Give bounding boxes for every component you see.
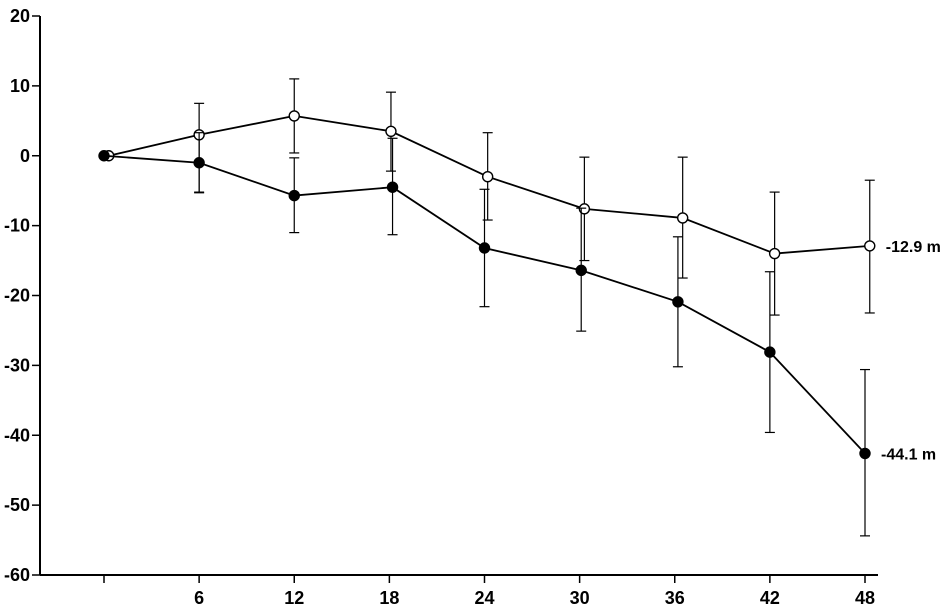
y-tick-label: -40 — [4, 425, 30, 445]
data-point — [672, 296, 684, 308]
x-tick-label: 48 — [855, 588, 875, 608]
series-end-label: -12.9 m — [886, 239, 941, 256]
data-point — [98, 150, 110, 162]
y-tick-label: -20 — [4, 286, 30, 306]
data-point — [481, 171, 494, 183]
data-point — [288, 189, 300, 202]
series-2: -44.1 m — [98, 132, 936, 537]
x-tick-label: 42 — [760, 588, 780, 608]
data-point — [193, 157, 205, 169]
data-point — [386, 181, 399, 193]
axes: 20 10 0 -10 -20 -30 -40 -50 -60 6 12 18 24 30 36 42 48 — [4, 6, 878, 608]
series-layer: -12.9 m -44.1 m — [98, 78, 941, 537]
x-tick-label: 36 — [665, 588, 685, 608]
data-point — [859, 447, 871, 460]
data-point — [578, 203, 591, 215]
data-point — [288, 110, 300, 122]
data-point — [575, 264, 587, 277]
data-point — [676, 212, 689, 224]
data-point — [864, 240, 876, 252]
data-point — [764, 346, 776, 358]
y-tick-label: -10 — [4, 216, 30, 236]
y-tick-label: -30 — [4, 355, 30, 375]
x-tick-label: 12 — [284, 588, 304, 608]
y-tick-label: -60 — [4, 565, 30, 585]
data-point — [385, 125, 397, 137]
x-tick-label: 18 — [379, 588, 399, 608]
data-point — [768, 247, 781, 260]
series-1: -12.9 m — [103, 78, 941, 316]
y-tick-label: 10 — [10, 76, 30, 96]
x-tick-label: 30 — [570, 588, 590, 608]
y-tick-label: 20 — [10, 6, 30, 26]
x-tick-label: 6 — [194, 588, 204, 608]
x-tick-label: 24 — [474, 588, 494, 608]
y-tick-label: -50 — [4, 495, 30, 515]
y-tick-label: 0 — [20, 146, 30, 166]
series-line — [108, 115, 870, 255]
data-point — [478, 242, 491, 254]
series-end-label: -44.1 m — [881, 446, 936, 463]
